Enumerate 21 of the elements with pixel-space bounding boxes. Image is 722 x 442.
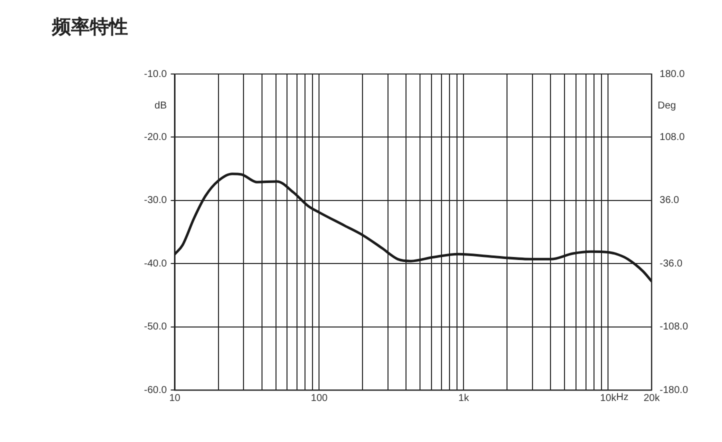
y-tick-label: -50.0: [144, 322, 168, 333]
y-axis-title: dB: [154, 100, 168, 112]
y2-tick-label: -180.0: [660, 384, 688, 396]
x-tick-label: 20k: [644, 392, 661, 404]
y-tick-label: -40.0: [144, 258, 168, 270]
y-tick-label: -30.0: [144, 195, 168, 206]
chart-title: 频率特性: [52, 15, 128, 40]
y2-tick-label: 108.0: [660, 132, 686, 143]
y-tick-label: -60.0: [144, 384, 168, 396]
x-tick-label: 1k: [458, 392, 470, 404]
x-tick-label: 10k: [600, 392, 618, 404]
y2-tick-label: -36.0: [660, 258, 683, 270]
x-tick-label: 100: [310, 392, 328, 404]
x-axis-title: Hz: [616, 392, 628, 403]
y-tick-label: -10.0: [144, 68, 168, 80]
y2-axis-title: Deg: [658, 100, 676, 112]
y2-tick-label: -108.0: [660, 322, 688, 333]
y2-tick-label: 36.0: [660, 195, 680, 206]
x-tick-label: 10: [169, 392, 181, 404]
y-tick-label: -20.0: [144, 132, 168, 143]
y2-tick-label: 180.0: [660, 68, 686, 80]
